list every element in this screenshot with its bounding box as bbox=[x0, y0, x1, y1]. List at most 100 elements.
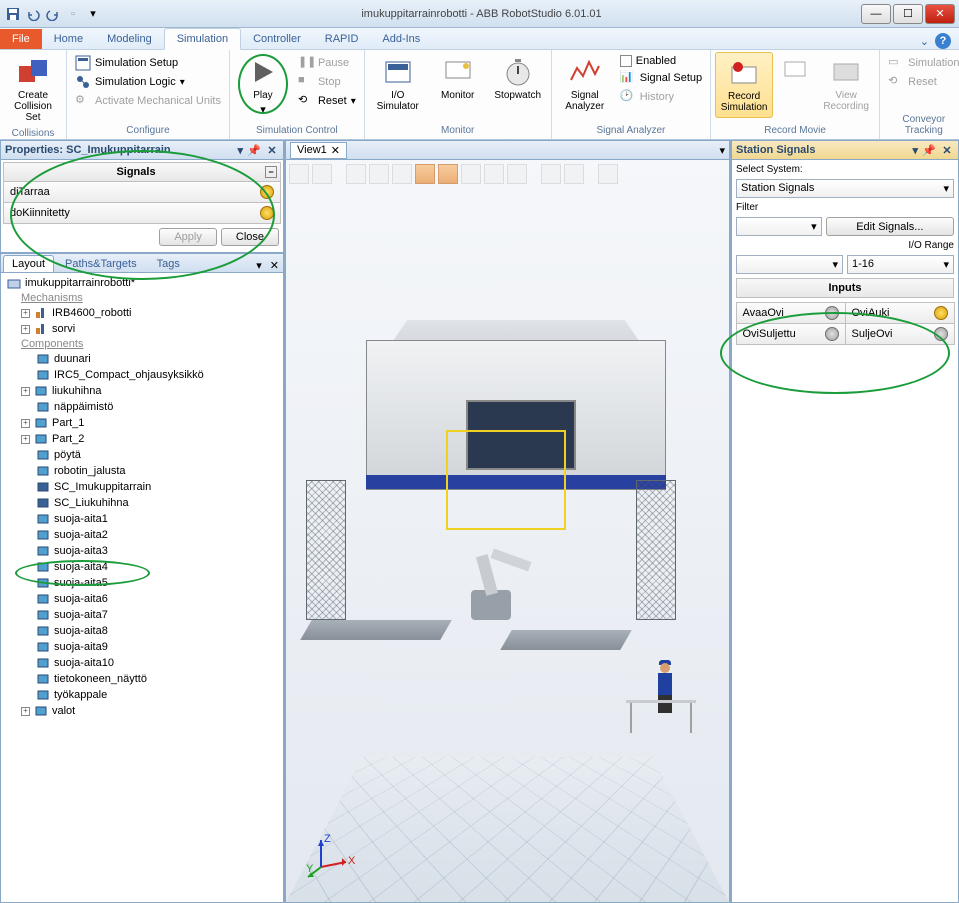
tab-tags[interactable]: Tags bbox=[148, 255, 189, 272]
enabled-checkbox[interactable]: Enabled bbox=[618, 54, 704, 68]
undo-icon[interactable] bbox=[24, 5, 42, 23]
tree-item[interactable]: suoja-aita10 bbox=[3, 655, 281, 671]
edit-signals-button[interactable]: Edit Signals... bbox=[826, 217, 954, 236]
tree-item[interactable]: +valot bbox=[3, 703, 281, 719]
dropdown-icon[interactable]: ▾ bbox=[252, 259, 266, 272]
view-tool-icon[interactable] bbox=[369, 164, 389, 184]
signals-section-header[interactable]: Signals− bbox=[3, 162, 281, 182]
close-tab-icon[interactable]: ✕ bbox=[331, 144, 340, 157]
io-simulator-button[interactable]: I/O Simulator bbox=[369, 52, 427, 116]
filter-select[interactable]: ▾ bbox=[736, 217, 822, 236]
view-tool-icon[interactable] bbox=[346, 164, 366, 184]
close-panel-icon[interactable]: ✕ bbox=[266, 259, 283, 272]
expand-icon[interactable]: + bbox=[21, 387, 30, 396]
tab-simulation[interactable]: Simulation bbox=[164, 28, 241, 50]
signal-led-icon[interactable] bbox=[260, 206, 274, 220]
signal-led-icon[interactable] bbox=[260, 185, 274, 199]
stopwatch-button[interactable]: Stopwatch bbox=[489, 52, 547, 105]
help-icon[interactable]: ? bbox=[935, 33, 951, 49]
signal-setup-button[interactable]: 📊Signal Setup bbox=[618, 69, 704, 87]
expand-icon[interactable]: + bbox=[21, 419, 30, 428]
tree-item[interactable]: +liukuhihna bbox=[3, 383, 281, 399]
expand-icon[interactable]: + bbox=[21, 707, 30, 716]
dropdown-icon[interactable]: ▾ bbox=[237, 144, 243, 157]
tree-item[interactable]: suoja-aita5 bbox=[3, 575, 281, 591]
activate-mech-units-button[interactable]: ⚙Activate Mechanical Units bbox=[73, 92, 223, 110]
expand-icon[interactable]: + bbox=[21, 325, 30, 334]
conveyor-reset-button[interactable]: ⟲Reset bbox=[886, 73, 959, 91]
input-cell[interactable]: AvaaOvi bbox=[736, 302, 846, 324]
view-tool-icon[interactable] bbox=[507, 164, 527, 184]
tree-item[interactable]: +Part_1 bbox=[3, 415, 281, 431]
range-select-2[interactable]: 1-16▾ bbox=[847, 255, 954, 274]
collapse-icon[interactable]: − bbox=[265, 166, 277, 178]
3d-viewport[interactable]: X Y Z bbox=[285, 160, 730, 903]
pin-icon[interactable]: 📌 bbox=[247, 143, 261, 157]
layout-tree[interactable]: imukuppitarrainrobotti* Mechanisms +IRB4… bbox=[0, 273, 284, 903]
play-button[interactable]: Play ▾ bbox=[234, 52, 292, 120]
tab-addins[interactable]: Add-Ins bbox=[370, 29, 432, 49]
tree-item[interactable]: suoja-aita3 bbox=[3, 543, 281, 559]
tree-item[interactable]: suoja-aita7 bbox=[3, 607, 281, 623]
tree-item[interactable]: työkappale bbox=[3, 687, 281, 703]
tree-item[interactable]: SC_Imukuppitarrain bbox=[3, 479, 281, 495]
maximize-button[interactable]: ☐ bbox=[893, 4, 923, 24]
view-recording-button[interactable]: View Recording bbox=[817, 52, 875, 116]
view-tool-icon[interactable] bbox=[564, 164, 584, 184]
view-tab[interactable]: View1✕ bbox=[290, 142, 347, 159]
history-button[interactable]: 🕑History bbox=[618, 88, 704, 106]
io-led-icon[interactable] bbox=[934, 327, 948, 341]
close-button[interactable]: ✕ bbox=[925, 4, 955, 24]
tree-item[interactable]: suoja-aita8 bbox=[3, 623, 281, 639]
tab-paths-targets[interactable]: Paths&Targets bbox=[56, 255, 146, 272]
range-select-1[interactable]: ▾ bbox=[736, 255, 843, 274]
simulation-logic-button[interactable]: Simulation Logic▾ bbox=[73, 73, 223, 91]
tree-item[interactable]: suoja-aita6 bbox=[3, 591, 281, 607]
dropdown-icon[interactable]: ▾ bbox=[719, 144, 725, 157]
view-tool-icon[interactable] bbox=[598, 164, 618, 184]
tree-item[interactable]: suoja-aita9 bbox=[3, 639, 281, 655]
io-led-icon[interactable] bbox=[825, 306, 839, 320]
tree-item[interactable]: näppäimistö bbox=[3, 399, 281, 415]
tree-item[interactable]: SC_Liukuhihna bbox=[3, 495, 281, 511]
pin-icon[interactable]: 📌 bbox=[922, 143, 936, 157]
redo-icon[interactable] bbox=[44, 5, 62, 23]
create-collision-button[interactable]: Create Collision Set bbox=[4, 52, 62, 127]
view-tool-icon[interactable] bbox=[484, 164, 504, 184]
monitor-button[interactable]: Monitor bbox=[429, 52, 487, 105]
tree-item[interactable]: suoja-aita4 bbox=[3, 559, 281, 575]
tree-item[interactable]: pöytä bbox=[3, 447, 281, 463]
io-led-icon[interactable] bbox=[934, 306, 948, 320]
apply-button[interactable]: Apply bbox=[159, 228, 217, 246]
tab-home[interactable]: Home bbox=[42, 29, 95, 49]
tree-item[interactable]: robotin_jalusta bbox=[3, 463, 281, 479]
tab-file[interactable]: File bbox=[0, 29, 42, 49]
tree-item[interactable]: +Part_2 bbox=[3, 431, 281, 447]
signal-row[interactable]: doKiinnitetty bbox=[3, 202, 281, 224]
view-tool-icon[interactable] bbox=[415, 164, 435, 184]
signal-analyzer-button[interactable]: Signal Analyzer bbox=[556, 52, 614, 116]
input-cell[interactable]: OviAuki bbox=[845, 302, 955, 324]
tree-item[interactable]: duunari bbox=[3, 351, 281, 367]
dropdown-icon[interactable]: ▾ bbox=[912, 144, 918, 157]
tab-modeling[interactable]: Modeling bbox=[95, 29, 164, 49]
tree-item[interactable]: +IRB4600_robotti bbox=[3, 305, 281, 321]
tree-item[interactable]: +sorvi bbox=[3, 321, 281, 337]
view-tool-icon[interactable] bbox=[392, 164, 412, 184]
close-panel-icon[interactable]: ✕ bbox=[940, 143, 954, 157]
ribbon-minimize-icon[interactable]: ⌄ bbox=[920, 35, 929, 48]
conveyor-sim-button[interactable]: ▭Simulation bbox=[886, 54, 959, 72]
tab-rapid[interactable]: RAPID bbox=[313, 29, 371, 49]
record-app-button[interactable] bbox=[775, 52, 815, 92]
tree-item[interactable]: IRC5_Compact_ohjausyksikkö bbox=[3, 367, 281, 383]
tab-layout[interactable]: Layout bbox=[3, 255, 54, 272]
tree-item[interactable]: suoja-aita1 bbox=[3, 511, 281, 527]
record-simulation-button[interactable]: Record Simulation bbox=[715, 52, 773, 118]
tab-controller[interactable]: Controller bbox=[241, 29, 313, 49]
input-cell[interactable]: OviSuljettu bbox=[736, 323, 846, 345]
screenshot-icon[interactable]: ▫ bbox=[64, 5, 82, 23]
simulation-setup-button[interactable]: Simulation Setup bbox=[73, 54, 223, 72]
tree-item[interactable]: suoja-aita2 bbox=[3, 527, 281, 543]
view-tool-icon[interactable] bbox=[289, 164, 309, 184]
qat-dropdown-icon[interactable]: ▾ bbox=[84, 5, 102, 23]
